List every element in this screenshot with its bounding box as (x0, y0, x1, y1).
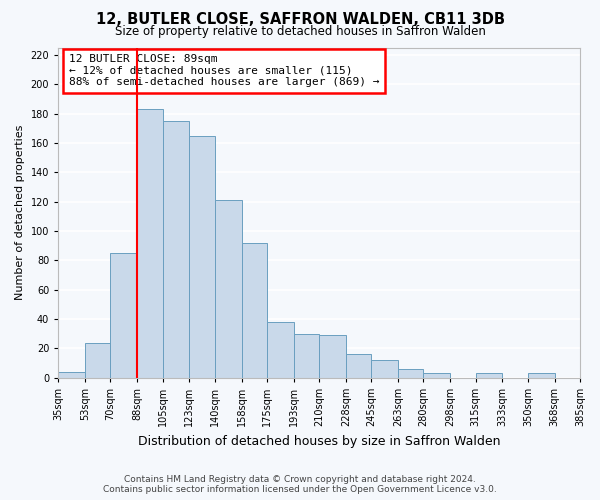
Text: 12, BUTLER CLOSE, SAFFRON WALDEN, CB11 3DB: 12, BUTLER CLOSE, SAFFRON WALDEN, CB11 3… (95, 12, 505, 28)
Bar (137, 109, 163, 378)
Bar (163, 121, 190, 378)
Bar (346, 354, 371, 378)
Bar (85, 342, 110, 378)
Bar (528, 374, 554, 378)
Bar (190, 136, 215, 378)
Text: Contains HM Land Registry data © Crown copyright and database right 2024.
Contai: Contains HM Land Registry data © Crown c… (103, 474, 497, 494)
Bar (294, 334, 319, 378)
Text: 12 BUTLER CLOSE: 89sqm
← 12% of detached houses are smaller (115)
88% of semi-de: 12 BUTLER CLOSE: 89sqm ← 12% of detached… (68, 54, 379, 88)
Bar (58, 372, 85, 378)
Bar (242, 242, 267, 378)
Bar (398, 369, 424, 378)
Bar (215, 200, 242, 378)
Bar (424, 374, 450, 378)
Bar (371, 360, 398, 378)
Y-axis label: Number of detached properties: Number of detached properties (15, 125, 25, 300)
X-axis label: Distribution of detached houses by size in Saffron Walden: Distribution of detached houses by size … (138, 434, 500, 448)
Text: Size of property relative to detached houses in Saffron Walden: Size of property relative to detached ho… (115, 25, 485, 38)
Bar (110, 253, 137, 378)
Bar (319, 335, 346, 378)
Bar (476, 374, 502, 378)
Bar (267, 322, 294, 378)
